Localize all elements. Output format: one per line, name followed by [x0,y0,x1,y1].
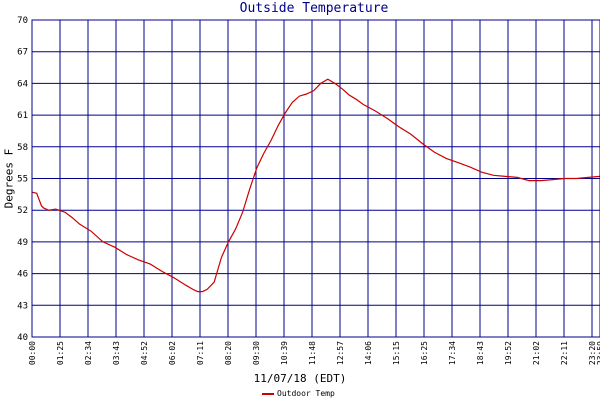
x-tick-label: 12:57 [336,341,345,365]
y-tick-label: 52 [17,206,28,216]
x-tick-label: 00:00 [28,341,37,365]
x-axis-label: 11/07/18 (EDT) [253,372,347,385]
legend-label: Outdoor Temp [277,389,335,398]
y-tick-label: 67 [17,48,28,58]
y-tick-label: 55 [17,175,28,185]
x-tick-label: 18:43 [476,341,485,365]
plot-border [31,19,600,338]
x-tick-label: 06:02 [168,341,177,365]
y-tick-label: 58 [17,143,28,153]
y-tick-label: 64 [17,79,28,89]
x-tick-label: 07:11 [196,341,205,365]
y-tick-label: 46 [17,270,28,280]
y-tick-label: 43 [17,301,28,311]
y-tick-label: 70 [17,16,28,26]
x-tick-labels: 00:00 01:25 02:34 03:43 04:52 06:02 07:11 08:20… [28,341,600,365]
y-tick-labels: 40 43 46 49 52 55 58 61 64 67 70 [17,16,28,343]
x-tick-label: 15:15 [392,341,401,365]
x-tick-label: 08:20 [224,341,233,365]
x-tick-label: 02:34 [84,341,93,365]
y-tick-label: 61 [17,111,28,121]
series-line-outdoor-temp [31,78,600,293]
chart-title: Outside Temperature [239,1,389,16]
y-tick-label: 40 [17,333,28,343]
x-tick-label: 14:06 [364,341,373,365]
legend: Outdoor Temp [262,389,335,398]
y-axis-label: Degrees F [2,148,16,209]
y-tick-label: 49 [17,238,28,248]
x-tick-label: 04:52 [140,341,149,365]
x-tick-label: 11:48 [308,341,317,365]
x-tick-label: 03:43 [112,341,121,365]
x-tick-label: 23:20 [588,341,597,365]
x-tick-label: 09:30 [252,341,261,365]
x-tick-label: 01:25 [56,341,65,365]
legend-swatch [262,392,274,395]
x-tick-label: 22:11 [560,341,569,365]
x-tick-label: 16:25 [420,341,429,365]
x-tick-label: 21:02 [532,341,541,365]
x-tick-label: 19:52 [504,341,513,365]
x-tick-label: 10:39 [280,341,289,365]
x-tick-label: 23:59 [596,341,600,365]
x-tick-label: 17:34 [448,341,457,365]
